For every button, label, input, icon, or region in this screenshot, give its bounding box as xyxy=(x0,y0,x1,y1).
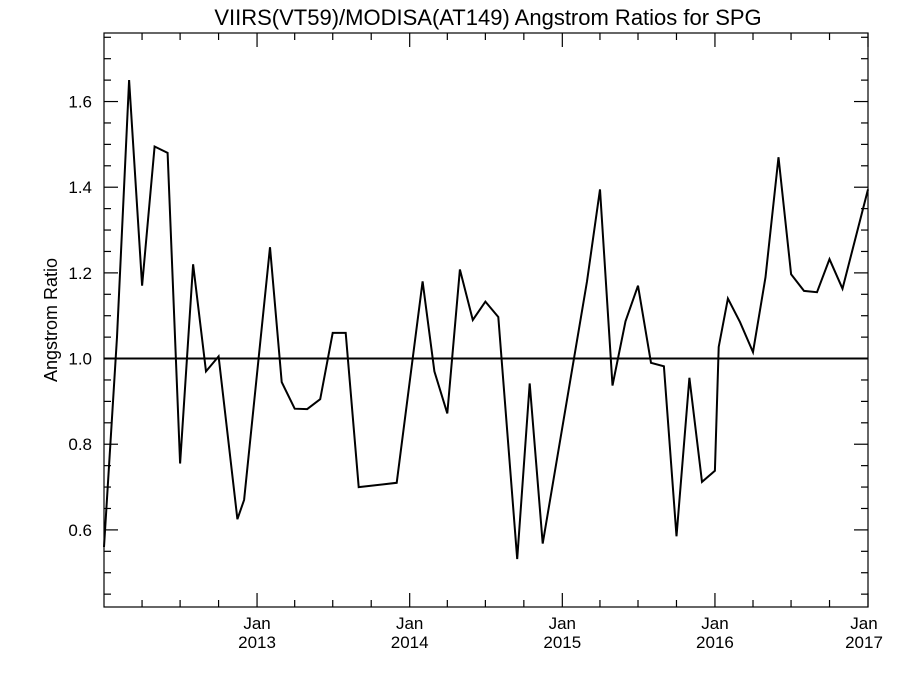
y-tick-label: 1.2 xyxy=(68,264,92,283)
y-axis-label: Angstrom Ratio xyxy=(41,258,61,382)
y-tick-label: 1.0 xyxy=(68,350,92,369)
series-line xyxy=(103,80,869,560)
x-tick-label-year: 2015 xyxy=(543,633,581,652)
y-tick-label: 0.6 xyxy=(68,521,92,540)
x-tick-label-year: 2014 xyxy=(391,633,429,652)
y-tick-label: 1.4 xyxy=(68,178,92,197)
x-tick-label-month: Jan xyxy=(549,614,576,633)
x-tick-label-month: Jan xyxy=(243,614,270,633)
x-tick-label-month: Jan xyxy=(396,614,423,633)
x-tick-label-year: 2016 xyxy=(696,633,734,652)
x-tick-label-year: 2017 xyxy=(845,633,883,652)
x-tick-label-month: Jan xyxy=(850,614,877,633)
tick-labels-layer: 0.60.81.01.21.41.6Jan2013Jan2014Jan2015J… xyxy=(68,93,883,652)
chart-title: VIIRS(VT59)/MODISA(AT149) Angstrom Ratio… xyxy=(214,5,761,30)
series-layer xyxy=(103,80,869,560)
plot-frame xyxy=(103,32,869,608)
x-tick-label-year: 2013 xyxy=(238,633,276,652)
ticks-layer xyxy=(104,33,869,607)
y-tick-label: 1.6 xyxy=(68,93,92,112)
x-tick-label-month: Jan xyxy=(701,614,728,633)
y-tick-label: 0.8 xyxy=(68,435,92,454)
